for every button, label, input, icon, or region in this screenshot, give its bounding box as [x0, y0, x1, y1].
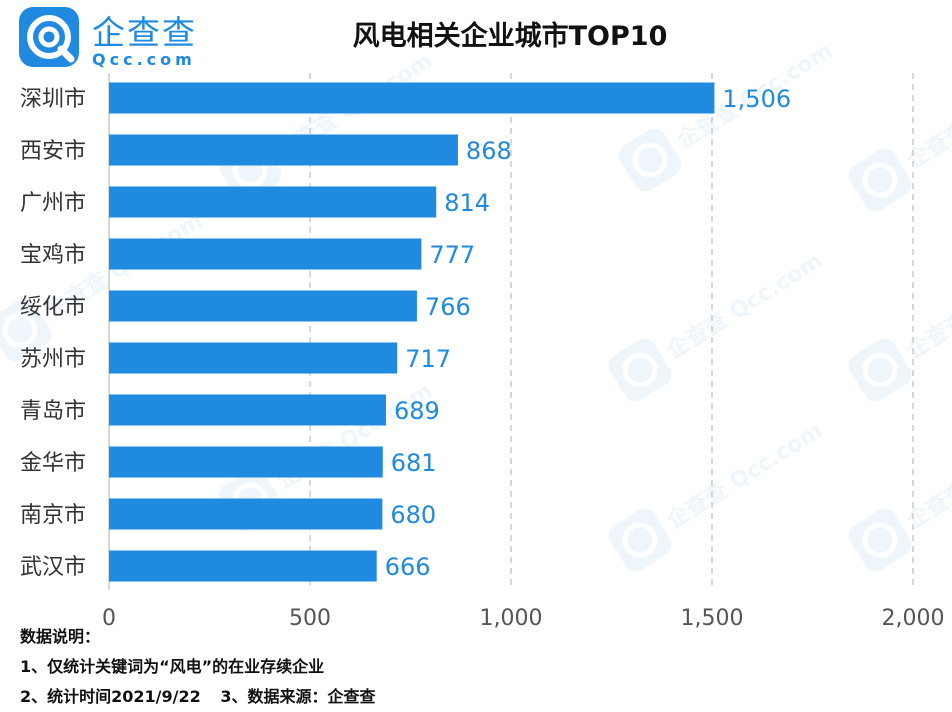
bar: [109, 342, 398, 374]
category-label: 西安市: [20, 139, 86, 164]
category-label: 深圳市: [20, 87, 86, 112]
notes-line-2: 2、统计时间2021/9/22 3、数据来源：企查查: [20, 682, 375, 712]
watermark: 企查查 Qcc.com: [608, 248, 827, 402]
value-label: 680: [390, 501, 436, 529]
value-label: 1,506: [722, 85, 791, 113]
watermark-text: 企查查 Qcc.com: [902, 248, 952, 365]
x-tick-label: 1,000: [480, 606, 543, 631]
watermark-text: 企查查 Qcc.com: [662, 248, 827, 365]
watermark-ring: [862, 522, 898, 558]
value-label: 777: [429, 241, 475, 269]
watermark-text: 企查查 Qcc.com: [662, 418, 827, 535]
bar: [109, 134, 458, 166]
notes-date: 2、统计时间2021/9/22: [20, 687, 201, 706]
notes-line-1: 1、仅统计关键词为“风电”的在业存续企业: [20, 657, 325, 676]
bar: [109, 446, 383, 478]
watermark-ring: [2, 312, 38, 348]
notes: 数据说明： 1、仅统计关键词为“风电”的在业存续企业 2、统计时间2021/9/…: [20, 622, 375, 712]
watermark-logo-icon: [608, 508, 672, 572]
watermark-ring: [632, 142, 668, 178]
category-label: 广州市: [20, 191, 86, 216]
value-label: 689: [394, 397, 440, 425]
watermark-logo-icon: [848, 148, 912, 212]
bar: [109, 82, 715, 114]
bar: [109, 498, 383, 530]
bar: [109, 186, 437, 218]
value-label: 814: [444, 189, 490, 217]
category-label: 金华市: [20, 451, 86, 476]
watermark: 企查查 Qcc.com: [848, 418, 952, 572]
value-label: 681: [391, 449, 437, 477]
watermark: 企查查 Qcc.com: [0, 208, 207, 362]
watermark-ring: [862, 162, 898, 198]
bar: [109, 550, 377, 582]
watermark-logo-icon: [618, 128, 682, 192]
x-tick-label: 1,500: [681, 606, 744, 631]
watermark-text: 企查查 Qcc.com: [902, 418, 952, 535]
x-tick-label: 2,000: [882, 606, 945, 631]
chart-title: 风电相关企业城市TOP10: [352, 21, 668, 52]
brand-name-cn: 企查查: [92, 13, 197, 52]
watermark: 企查查 Qcc.com: [848, 248, 952, 402]
notes-heading: 数据说明：: [20, 627, 101, 646]
watermark-text: 企查查 Qcc.com: [902, 58, 952, 175]
value-label: 717: [405, 345, 451, 373]
bar: [109, 394, 386, 426]
watermark-logo-icon: [848, 508, 912, 572]
watermark-ring: [622, 522, 658, 558]
bar: [109, 290, 417, 322]
brand-name-en: Qcc.com: [92, 50, 196, 69]
category-label: 青岛市: [20, 399, 86, 424]
watermark: 企查查 Qcc.com: [218, 48, 437, 202]
watermark-ring: [862, 352, 898, 388]
bars: [109, 82, 715, 582]
watermark-ring: [622, 352, 658, 388]
value-label: 868: [466, 137, 512, 165]
watermark-logo-icon: [848, 338, 912, 402]
category-label: 南京市: [20, 503, 86, 528]
category-label: 苏州市: [20, 347, 86, 372]
watermark: 企查查 Qcc.com: [848, 58, 952, 212]
category-label: 宝鸡市: [20, 243, 86, 268]
watermark-logo-icon: [608, 338, 672, 402]
value-labels: 1,506 868 814 777 766 717 689 681 680 666: [385, 85, 791, 581]
qcc-logo-icon: [19, 7, 79, 67]
value-label: 766: [425, 293, 471, 321]
watermark-logo-icon: [0, 298, 52, 362]
value-label: 666: [385, 553, 431, 581]
x-tick-labels: 0 500 1,000 1,500 2,000: [102, 606, 944, 631]
category-label: 绥化市: [20, 295, 86, 320]
notes-source: 3、数据来源：企查查: [220, 687, 376, 706]
x-tick-label: 0: [102, 606, 116, 631]
bar: [109, 238, 422, 270]
brand-logo: 企查查 Qcc.com: [18, 6, 198, 69]
category-label: 武汉市: [20, 555, 86, 580]
watermark: 企查查 Qcc.com: [608, 418, 827, 572]
x-tick-label: 500: [289, 606, 331, 631]
